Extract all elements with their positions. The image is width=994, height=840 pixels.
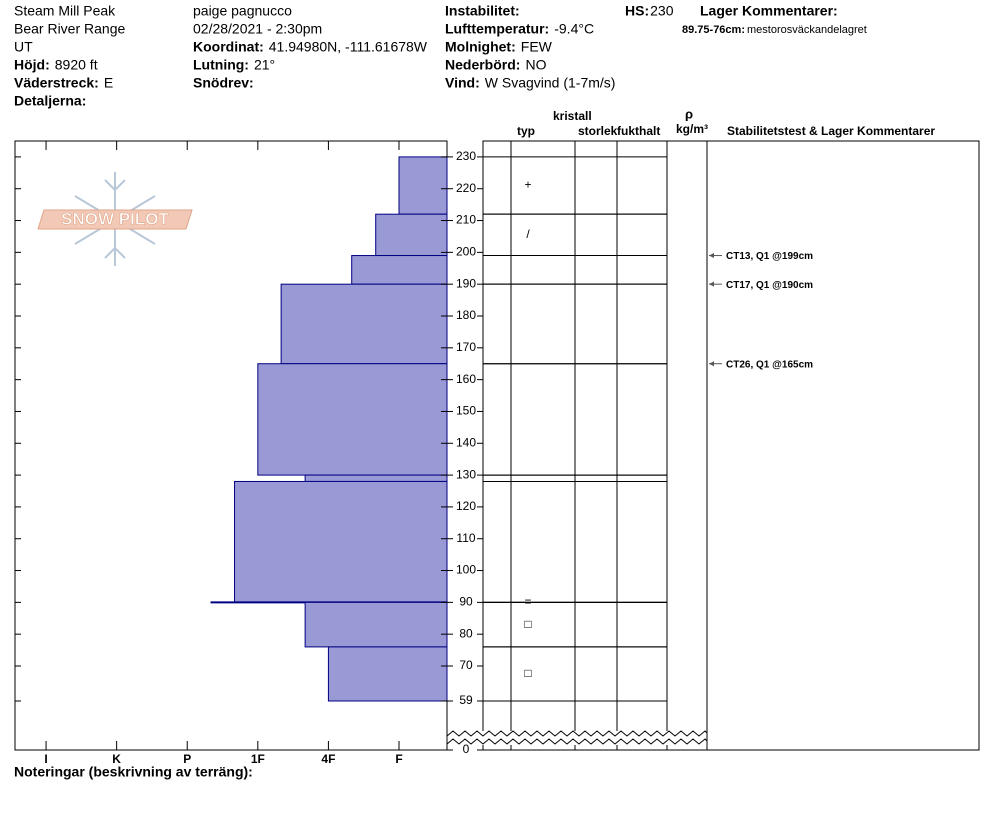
column-header: storlek xyxy=(578,124,618,138)
grain-type: + xyxy=(524,178,531,192)
header-field-value: Steam Mill Peak xyxy=(14,3,116,19)
hardness-layer xyxy=(304,601,448,648)
hardness-tick-label: K xyxy=(112,752,121,766)
header-field-label: Lufttemperatur: xyxy=(445,21,549,37)
depth-tick-label: 110 xyxy=(456,531,475,545)
column-header: typ xyxy=(517,124,535,138)
header-field-value: 8920 ft xyxy=(55,57,98,73)
header-field-label: Koordinat: xyxy=(193,39,264,55)
hardness-tick-label: P xyxy=(183,752,191,766)
header-field-label: Nederbörd: xyxy=(445,57,520,73)
depth-tick-label: 80 xyxy=(459,626,473,640)
hs-label: HS: xyxy=(625,3,649,19)
depth-tick-label: 230 xyxy=(456,149,476,163)
layer-comments-title: Lager Kommentarer: xyxy=(700,3,838,19)
break-line xyxy=(446,738,708,745)
depth-tick-label: 200 xyxy=(456,245,476,259)
header-field-value: E xyxy=(104,75,113,91)
grain-type: / xyxy=(526,227,530,241)
test-result: CT26, Q1 @165cm xyxy=(726,359,813,370)
layer-comment-label: 89.75-76cm: xyxy=(682,24,745,36)
header-field-value: NO xyxy=(525,57,546,73)
hardness-layer xyxy=(234,480,448,603)
test-arrowhead xyxy=(709,253,714,259)
header-field-value: -9.4°C xyxy=(554,21,594,37)
depth-tick-label: 180 xyxy=(456,308,476,322)
test-result: CT17, Q1 @190cm xyxy=(726,280,813,291)
header-field-value: 02/28/2021 - 2:30pm xyxy=(193,21,322,37)
depth-tick-label: 59 xyxy=(459,693,473,707)
column-header: ρ xyxy=(685,106,693,121)
grain-type: □ xyxy=(524,617,531,631)
depth-tick-label: 220 xyxy=(456,181,476,195)
logo-text: SNOW PILOT xyxy=(61,209,169,228)
hardness-layer xyxy=(280,283,448,365)
header-field-label: Detaljerna: xyxy=(14,93,86,109)
header-field-value: Bear River Range xyxy=(14,21,125,37)
hardness-layer xyxy=(257,363,448,476)
column-header: fukthalt xyxy=(617,124,660,138)
hardness-layer xyxy=(375,213,448,257)
header-field-value: W Svagvind (1-7m/s) xyxy=(485,75,616,91)
depth-tick-label: 100 xyxy=(456,563,476,577)
column-header: kg/m³ xyxy=(676,122,708,136)
hardness-tick-label: 4F xyxy=(321,752,335,766)
depth-tick-label: 190 xyxy=(456,276,476,290)
depth-tick-label: 160 xyxy=(456,372,476,386)
depth-tick-label: 140 xyxy=(456,435,476,449)
logo-band xyxy=(37,209,193,230)
header-field-label: Vind: xyxy=(445,75,480,91)
header-field-label: Lutning: xyxy=(193,57,249,73)
header-field-label: Höjd: xyxy=(14,57,50,73)
depth-tick-label: 0 xyxy=(463,742,470,756)
hardness-tick-label: F xyxy=(395,752,402,766)
notes-label: Noteringar (beskrivning av terräng): xyxy=(14,764,253,780)
test-result: CT13, Q1 @199cm xyxy=(726,251,813,262)
depth-tick-label: 170 xyxy=(456,340,476,354)
comments-frame xyxy=(706,140,980,751)
header-field-label: Molnighet: xyxy=(445,39,516,55)
header-field-value: 41.94980N, -111.61678W xyxy=(269,39,428,55)
hardness-layer xyxy=(327,646,448,702)
hardness-tick-label: 1F xyxy=(251,752,265,766)
grain-type: = xyxy=(524,595,531,609)
header-field-value: paige pagnucco xyxy=(193,3,292,19)
header-field-label: Instabilitet: xyxy=(445,3,520,19)
column-header: kristall xyxy=(553,109,592,123)
depth-tick-label: 130 xyxy=(456,467,476,481)
depth-tick-label: 210 xyxy=(456,213,476,227)
hardness-layer xyxy=(304,474,448,482)
hardness-tick-label: I xyxy=(44,752,47,766)
hardness-layer xyxy=(351,255,448,285)
depth-tick-label: 70 xyxy=(459,658,473,672)
depth-tick-label: 90 xyxy=(459,595,473,609)
header-field-label: Väderstreck: xyxy=(14,75,99,91)
test-arrowhead xyxy=(709,361,714,367)
layer-table-frame xyxy=(482,140,708,751)
header-field-label: Snödrev: xyxy=(193,75,254,91)
header-field-value: FEW xyxy=(521,39,553,55)
header-field-value: 21° xyxy=(254,57,275,73)
header-field-value: UT xyxy=(14,39,33,55)
column-header: Stabilitetstest & Lager Kommentarer xyxy=(727,124,935,138)
layer-comment-value: mestorosväckandelagret xyxy=(747,24,867,36)
hs-value: 230 xyxy=(650,3,674,19)
hardness-layer xyxy=(398,156,448,215)
test-arrowhead xyxy=(709,281,714,287)
grain-type: □ xyxy=(524,666,531,680)
break-line xyxy=(446,730,708,737)
depth-tick-label: 120 xyxy=(456,499,476,513)
depth-tick-label: 150 xyxy=(456,404,476,418)
